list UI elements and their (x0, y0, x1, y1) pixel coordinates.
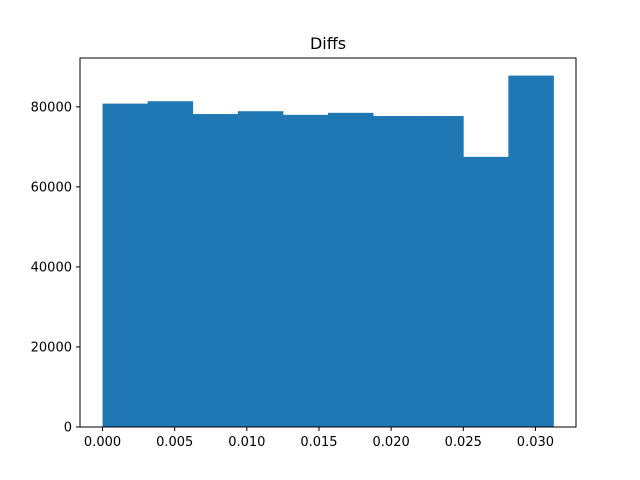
y-tick-label: 0 (64, 421, 72, 436)
histogram-bar (328, 112, 374, 428)
histogram-bar (418, 116, 464, 427)
y-tick-label: 80000 (31, 100, 72, 115)
bars-group (102, 75, 554, 428)
x-tick-label: 0.020 (373, 435, 410, 450)
histogram-bar (147, 101, 194, 428)
chart-title: Diffs (310, 34, 346, 53)
histogram-bar (463, 156, 509, 427)
y-axis: 0 20000 40000 60000 80000 (31, 100, 80, 436)
y-tick-label: 20000 (31, 340, 72, 355)
x-tick-label: 0.025 (445, 435, 482, 450)
histogram-bar (373, 116, 419, 427)
histogram-bar (102, 103, 149, 427)
x-axis: 0.000 0.005 0.010 0.015 0.020 0.025 0.030 (84, 427, 554, 450)
histogram-bar (508, 75, 554, 427)
x-tick-label: 0.010 (228, 435, 265, 450)
plot-frame (79, 57, 577, 428)
x-tick-label: 0.000 (84, 435, 121, 450)
histogram-bar (282, 114, 329, 427)
x-tick-label: 0.015 (300, 435, 337, 450)
histogram-bar (237, 111, 284, 427)
y-tick-label: 40000 (31, 260, 72, 275)
y-tick-label: 60000 (31, 180, 72, 195)
histogram-bar (192, 114, 239, 427)
x-tick-label: 0.030 (517, 435, 554, 450)
x-tick-label: 0.005 (156, 435, 193, 450)
